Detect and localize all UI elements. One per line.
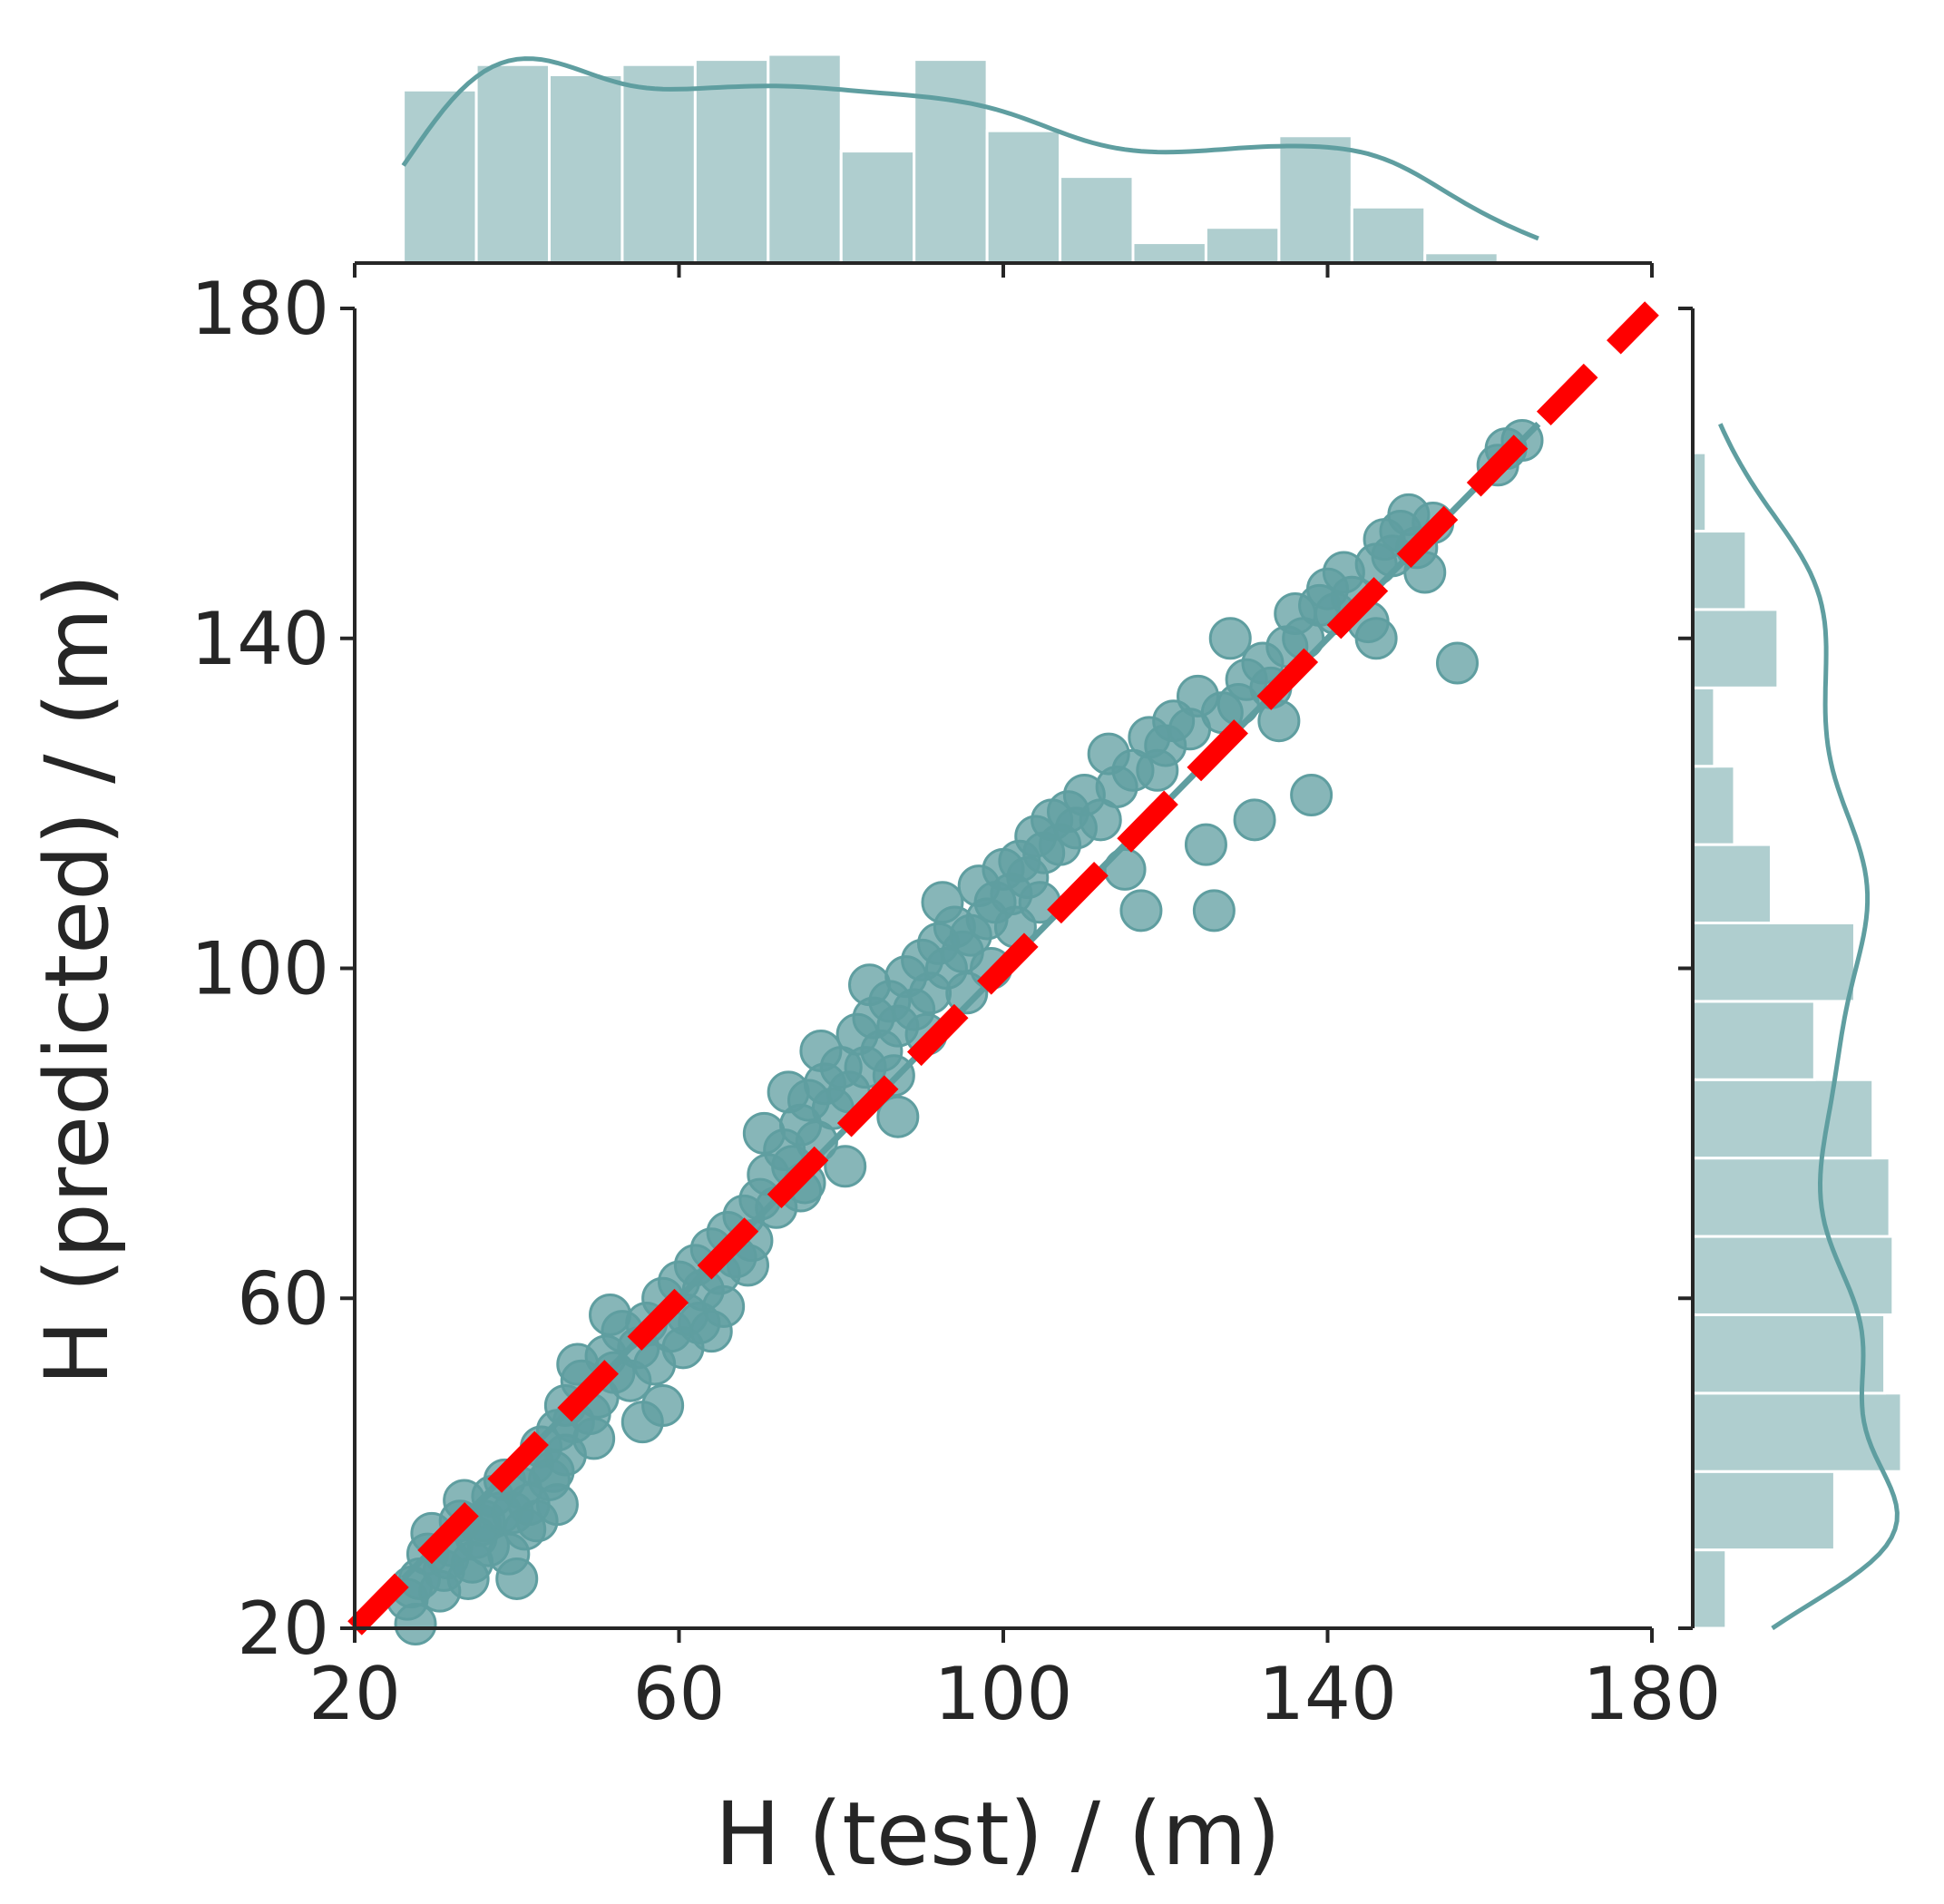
right-hist-bar	[1691, 1469, 1836, 1552]
right-hist-bar	[1691, 1235, 1895, 1316]
axes-frame: 20 60 100 140 180 20 60 100 140 180	[190, 261, 1722, 1736]
scatter-point	[799, 1029, 843, 1072]
top-marginal-histogram	[401, 53, 1539, 265]
scatter-point	[589, 1293, 632, 1336]
top-hist-bar	[985, 129, 1062, 265]
right-hist-bar	[1691, 921, 1856, 1003]
scatter-point	[876, 1095, 920, 1138]
top-hist-bar	[1277, 134, 1353, 265]
y-tick-label: 100	[190, 927, 329, 1011]
right-hist-bar	[1691, 1078, 1875, 1160]
y-axis-title: H (predicted) / (m)	[26, 574, 128, 1386]
x-tick-label: 100	[934, 1652, 1073, 1736]
right-hist-bar	[1691, 1548, 1728, 1630]
right-kde-curve	[1718, 423, 1900, 1631]
right-hist-bar	[1691, 1391, 1903, 1473]
scatter-point	[689, 1310, 733, 1353]
scatter-point	[726, 1244, 769, 1287]
scatter-point	[1290, 774, 1333, 817]
x-tick-label: 20	[308, 1652, 401, 1736]
scatter-point	[1208, 617, 1252, 660]
x-axis-title: H (test) / (m)	[715, 1783, 1281, 1885]
top-hist-bar	[402, 88, 478, 265]
scatter-point	[572, 1417, 616, 1460]
right-hist-bar	[1691, 451, 1708, 533]
top-hist-bar	[620, 63, 697, 265]
top-hist-bar	[1204, 226, 1281, 265]
top-hist-bar	[474, 63, 551, 265]
top-hist-bar	[548, 73, 624, 265]
top-hist-bar	[1059, 175, 1135, 265]
scatter-point	[1436, 641, 1479, 685]
scatter-point	[742, 1111, 786, 1155]
y-tick-label: 60	[237, 1256, 329, 1341]
top-kde-curve	[401, 56, 1539, 241]
reference-lines	[347, 301, 1659, 1635]
x-tick-label: 140	[1258, 1652, 1397, 1736]
scatter-point	[641, 1383, 685, 1427]
right-hist-bar	[1691, 1313, 1887, 1395]
scatter-point	[824, 1145, 867, 1188]
scatter-point	[495, 1557, 539, 1600]
right-hist-bar	[1691, 843, 1773, 924]
top-hist-bar	[1131, 241, 1207, 265]
identity-dashed-line	[347, 301, 1659, 1635]
scatter-point	[1257, 699, 1301, 743]
scatter-point	[848, 963, 892, 1007]
scatter-point	[1119, 889, 1163, 932]
right-hist-bar	[1691, 608, 1780, 689]
top-hist-bar	[1350, 205, 1427, 265]
right-hist-bar	[1691, 1000, 1816, 1081]
right-hist-bar	[1691, 686, 1716, 768]
right-hist-bar	[1691, 765, 1736, 846]
scatter-point	[1233, 798, 1276, 842]
top-hist-bar	[913, 58, 989, 265]
scatter-point	[1184, 823, 1227, 866]
x-tick-label: 60	[633, 1652, 726, 1736]
top-hist-bar	[693, 58, 770, 265]
scatter-point	[1192, 889, 1236, 932]
right-hist-bar	[1691, 1157, 1891, 1238]
scatter-point	[535, 1483, 579, 1527]
scatter-point	[1354, 617, 1398, 660]
y-tick-label: 20	[237, 1587, 329, 1671]
top-hist-bar	[839, 150, 916, 265]
y-tick-label: 180	[190, 267, 329, 351]
scatter-point	[921, 881, 964, 924]
x-tick-label: 180	[1583, 1652, 1722, 1736]
right-hist-bar	[1691, 530, 1748, 611]
y-tick-label: 140	[190, 597, 329, 681]
right-marginal-histogram	[1691, 423, 1903, 1631]
